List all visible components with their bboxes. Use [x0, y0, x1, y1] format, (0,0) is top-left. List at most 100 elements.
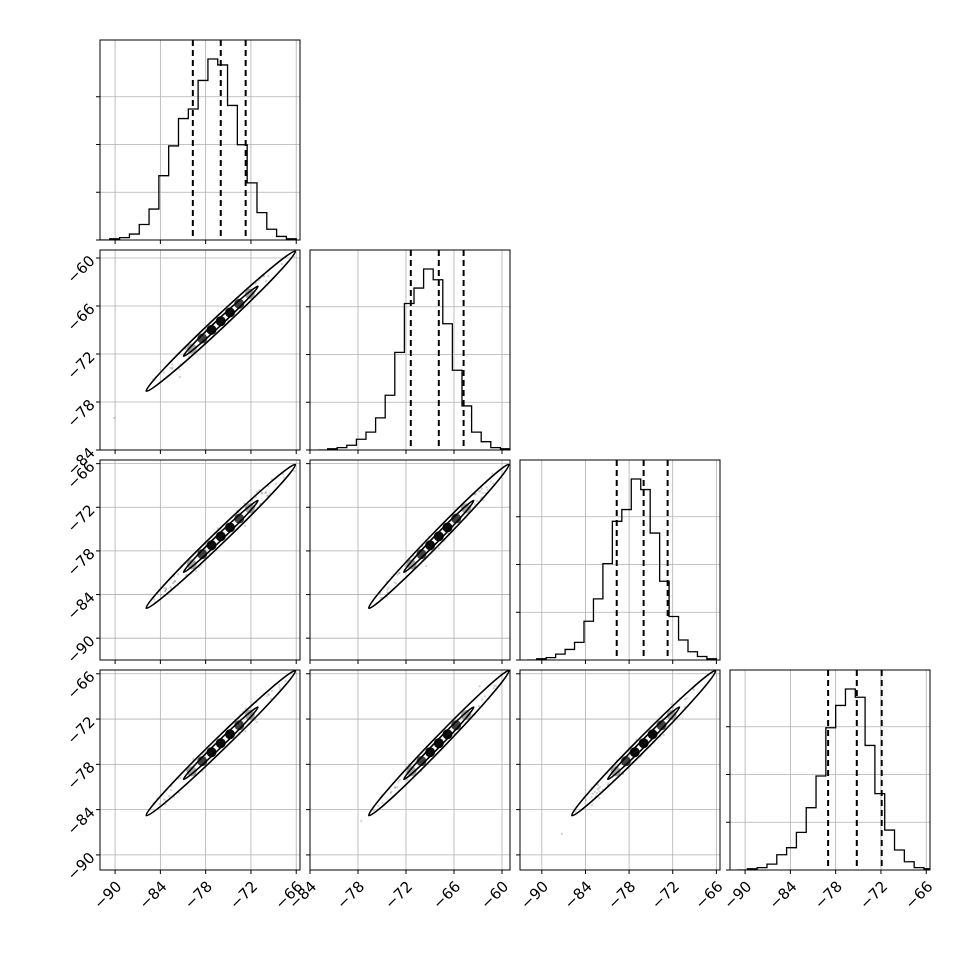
histogram-step-1	[318, 268, 510, 450]
scatter-point	[389, 791, 392, 795]
panel-frame-3-0	[99, 669, 301, 871]
scatter-point	[267, 275, 270, 278]
y-tick-label: −66	[63, 668, 98, 703]
scatter-point	[477, 704, 481, 708]
scatter-point	[379, 596, 382, 600]
contour-level-0	[403, 499, 475, 574]
scatter-point	[593, 790, 596, 793]
scatter-point	[591, 792, 594, 795]
scatter-point	[172, 581, 175, 584]
scatter-point	[386, 588, 389, 591]
scatter-point	[387, 586, 390, 589]
scatter-point	[267, 694, 270, 697]
scatter-point	[377, 804, 380, 807]
joint-panel-1-0	[112, 250, 297, 419]
scatter-point	[483, 695, 486, 698]
density-blob	[416, 549, 427, 560]
x-tick-label: −78	[604, 878, 639, 913]
x-tick-label: −72	[648, 878, 683, 913]
scatter-point	[162, 371, 165, 374]
scatter-point	[164, 803, 167, 806]
scatter-point	[598, 785, 602, 788]
density-blob	[461, 709, 472, 720]
scatter-point	[394, 582, 398, 585]
scatter-point	[482, 499, 485, 502]
panel-grid-1-0	[96, 250, 300, 454]
scatter-point	[480, 487, 483, 490]
scatter-point	[267, 693, 270, 696]
density-blob	[186, 559, 197, 570]
scatter-point	[595, 791, 599, 795]
contour-level-1	[367, 670, 510, 817]
contour-level-1	[570, 670, 717, 817]
panel-grid-2-1	[306, 460, 510, 664]
scatter-point	[390, 790, 393, 793]
scatter-point	[255, 490, 258, 493]
x-tick-label: −84	[561, 878, 596, 913]
scatter-point	[264, 279, 268, 283]
x-tick-label: −78	[333, 878, 368, 913]
scatter-point	[372, 809, 375, 812]
scatter-point	[176, 573, 180, 576]
scatter-point	[397, 572, 401, 575]
scatter-point	[492, 687, 495, 690]
scatter-point	[512, 454, 514, 456]
density-blob	[666, 709, 677, 720]
scatter-point	[485, 486, 488, 489]
scatter-point	[489, 480, 492, 483]
y-tick-label: −72	[63, 713, 98, 748]
scatter-point	[260, 491, 264, 494]
scatter-point	[178, 368, 181, 371]
y-tick-label: −90	[63, 849, 98, 884]
panel-grid-2-2	[516, 460, 720, 664]
x-tick-label: −90	[517, 878, 552, 913]
scatter-point	[168, 795, 171, 798]
panel-grid-3-0	[96, 670, 300, 874]
panel-grid-3-1	[306, 670, 510, 874]
panel-frame-3-1	[309, 669, 511, 871]
scatter-point	[491, 472, 494, 475]
y-tick-label: −84	[63, 588, 98, 623]
scatter-point	[607, 782, 610, 785]
contour-level-0	[182, 706, 259, 781]
scatter-point	[484, 491, 487, 495]
scatter-point	[404, 564, 407, 567]
joint-panel-2-1	[367, 454, 514, 610]
scatter-point	[171, 582, 174, 585]
scatter-point	[596, 783, 600, 787]
y-tick-label: −78	[63, 396, 98, 431]
scatter-point	[244, 730, 247, 733]
scatter-point	[393, 786, 397, 789]
scatter-point	[474, 492, 477, 495]
panel-frame-0-0	[99, 39, 301, 241]
panel-frame-2-0	[99, 459, 301, 661]
panel-grid-1-1	[306, 250, 510, 454]
scatter-point	[478, 490, 482, 493]
scatter-point	[178, 791, 181, 794]
histogram-step-3	[737, 688, 930, 870]
x-tick-label: −66	[429, 878, 464, 913]
joint-panel-2-0	[145, 463, 297, 610]
joint-panel-3-2	[560, 670, 717, 835]
y-tick-label: −90	[63, 632, 98, 667]
density-blob	[186, 766, 197, 777]
density-blob	[406, 559, 417, 570]
scatter-point	[481, 698, 484, 701]
density-blob	[244, 288, 255, 299]
x-tick-label: −78	[181, 878, 216, 913]
scatter-point	[598, 797, 601, 800]
density-blob	[406, 766, 417, 777]
y-tick-label: −72	[63, 348, 98, 383]
scatter-point	[153, 598, 156, 601]
scatter-point	[268, 492, 271, 495]
scatter-point	[169, 366, 172, 369]
scatter-point	[201, 770, 204, 773]
scatter-point	[473, 503, 476, 506]
scatter-point	[164, 588, 168, 591]
scatter-point	[475, 500, 479, 503]
contour-level-0	[606, 706, 681, 781]
scatter-point	[478, 685, 481, 688]
x-tick-label: −78	[811, 878, 846, 913]
scatter-point	[254, 282, 257, 285]
